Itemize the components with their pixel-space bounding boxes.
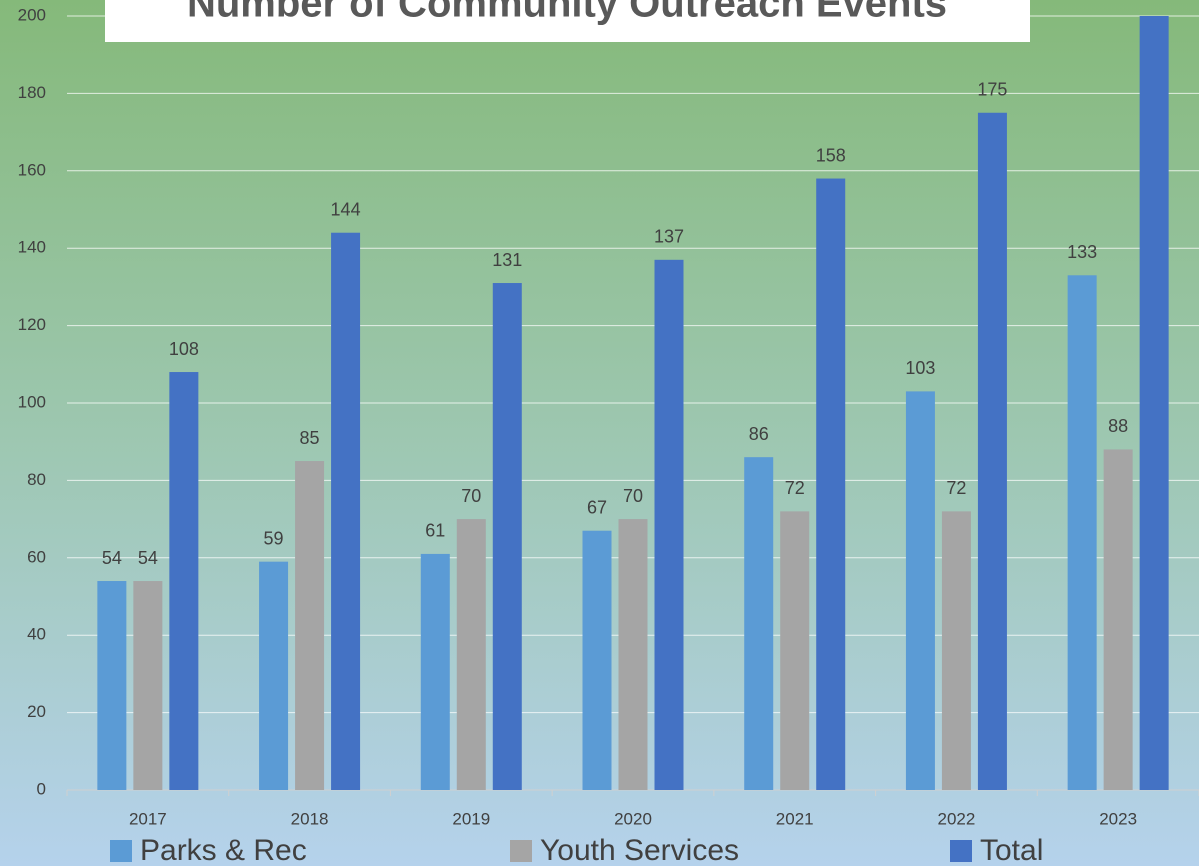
value-label: 54 [102, 548, 122, 568]
value-label: 72 [946, 478, 966, 498]
y-tick-label: 40 [27, 625, 46, 644]
bar [1103, 449, 1133, 790]
bar [905, 391, 935, 790]
y-tick-label: 20 [27, 702, 46, 721]
value-label: 144 [331, 199, 361, 219]
value-label: 88 [1108, 416, 1128, 436]
bar [744, 457, 774, 790]
x-tick-label: 2021 [776, 809, 814, 828]
value-label: 133 [1067, 242, 1097, 262]
bar [1067, 275, 1097, 790]
legend-swatch [510, 840, 532, 862]
chart-title: Number of Community Outreach Events [187, 0, 947, 26]
value-label: 67 [587, 497, 607, 517]
bar [977, 112, 1007, 790]
title-box [105, 0, 1030, 42]
y-tick-label: 180 [18, 83, 46, 102]
bar [456, 519, 486, 790]
value-label: 59 [264, 528, 284, 548]
y-tick-label: 140 [18, 238, 46, 257]
bar [780, 511, 810, 790]
legend-swatch [950, 840, 972, 862]
bar [133, 581, 163, 790]
value-label: 175 [977, 80, 1007, 100]
legend-label: Youth Services [540, 834, 739, 866]
value-label: 158 [816, 145, 846, 165]
y-tick-label: 0 [37, 779, 46, 798]
y-tick-label: 120 [18, 315, 46, 334]
value-label: 108 [169, 339, 199, 359]
legend-label: Total [980, 834, 1043, 866]
bars [97, 16, 1169, 790]
bar [654, 259, 684, 790]
bar [331, 232, 361, 790]
bar [420, 553, 450, 790]
value-label: 85 [300, 428, 320, 448]
bar [618, 519, 648, 790]
bar [259, 561, 289, 790]
x-tick-label: 2018 [291, 809, 329, 828]
bar [582, 530, 612, 790]
value-label: 86 [749, 424, 769, 444]
x-tick-label: 2023 [1099, 809, 1137, 828]
y-tick-label: 80 [27, 470, 46, 489]
y-tick-label: 100 [18, 392, 46, 411]
value-label: 70 [623, 486, 643, 506]
bar [816, 178, 846, 790]
value-label: 61 [425, 521, 445, 541]
value-label: 131 [492, 250, 522, 270]
bar [941, 511, 971, 790]
value-label: 137 [654, 227, 684, 247]
labels: 0 20 40 60 80 100 120 140 160 180 200 2017 54 54 108 20… [18, 5, 1137, 866]
legend-swatch [110, 840, 132, 862]
y-tick-label: 160 [18, 160, 46, 179]
value-label: 72 [785, 478, 805, 498]
y-tick-label: 60 [27, 547, 46, 566]
value-label: 103 [905, 358, 935, 378]
x-tick-label: 2022 [938, 809, 976, 828]
value-label: 70 [461, 486, 481, 506]
bar [1139, 16, 1169, 790]
y-tick-label: 200 [18, 5, 46, 24]
x-tick-label: 2019 [452, 809, 490, 828]
legend-label: Parks & Rec [140, 834, 307, 866]
value-label: 54 [138, 548, 158, 568]
bar [492, 283, 522, 790]
bar [295, 461, 325, 790]
bar [169, 372, 199, 790]
x-tick-label: 2020 [614, 809, 652, 828]
x-tick-label: 2017 [129, 809, 167, 828]
bar [97, 581, 127, 790]
